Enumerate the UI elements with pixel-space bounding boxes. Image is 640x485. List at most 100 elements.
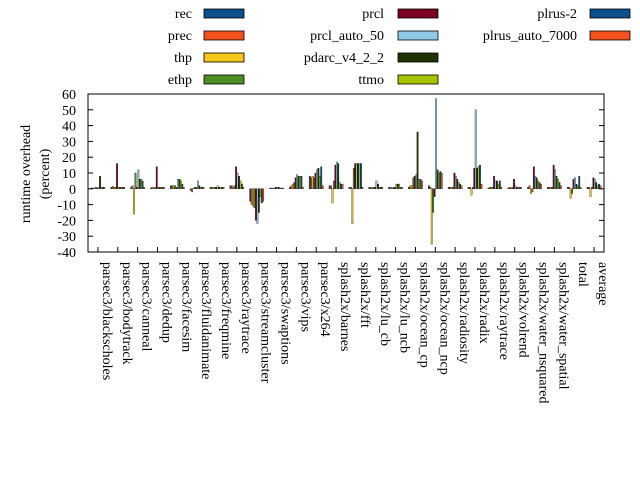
bar-rec (547, 187, 549, 189)
bar-ethp (194, 187, 196, 189)
bar-prcl (413, 176, 416, 189)
bar-pdarc_v4_2_2 (138, 179, 141, 189)
bar-plrus-2 (240, 183, 243, 189)
bar-plrus_auto_7000 (361, 187, 364, 189)
bar-prcl_auto_50 (97, 187, 100, 189)
bar-thp (411, 185, 413, 189)
bar-pdarc_v4_2_2 (396, 183, 399, 189)
bar-thp (470, 188, 473, 196)
y-axis-label-line: runtime overhead (19, 125, 34, 223)
legend-label: thp (174, 51, 192, 66)
bar-prec (588, 187, 590, 189)
bar-ethp (154, 187, 157, 189)
bar-rec (110, 187, 113, 189)
bar-prcl (235, 166, 237, 189)
bar-pdarc_v4_2_2 (595, 182, 598, 189)
bar-prcl (493, 176, 495, 189)
bar-thp (569, 188, 572, 199)
bar-prec (548, 187, 551, 189)
bar-plrus_auto_7000 (262, 188, 264, 202)
bar-plrus-2 (538, 182, 541, 189)
bar-thp (291, 183, 294, 189)
bar-prcl_auto_50 (335, 161, 338, 189)
bar-plrus-2 (102, 187, 104, 189)
bar-plrus_auto_7000 (480, 183, 483, 189)
bar-prcl_auto_50 (415, 174, 418, 189)
x-tick-label: parsec3/streamcluster (258, 262, 273, 384)
x-tick-label: parsec3/freqmine (218, 262, 233, 359)
bar-pdarc_v4_2_2 (158, 187, 161, 189)
bar-plrus_auto_7000 (421, 180, 423, 189)
bar-rec (209, 187, 212, 189)
y-tick-label: 40 (62, 120, 76, 135)
bar-ttmo (100, 187, 103, 189)
bar-plrus-2 (181, 183, 184, 189)
bar-prcl (96, 187, 99, 189)
bar-plrus_auto_7000 (579, 187, 582, 189)
bar-pdarc_v4_2_2 (515, 187, 518, 189)
legend-label: prec (168, 29, 192, 44)
legend-swatch-prec (203, 30, 245, 41)
legend-label: plrus-2 (537, 7, 577, 22)
bar-prcl (572, 179, 575, 189)
bar-prcl_auto_50 (316, 169, 318, 189)
bar-prec (191, 188, 194, 193)
bar-plrus-2 (598, 183, 600, 189)
legend-swatch-ethp (203, 74, 245, 85)
bar-pdarc_v4_2_2 (357, 163, 359, 189)
bar-ttmo (557, 179, 559, 189)
x-tick-label: splash2x/radiosity (456, 262, 471, 364)
bar-thp (510, 187, 512, 189)
bar-prec (171, 185, 174, 189)
legend-swatch-ttmo (397, 74, 439, 85)
x-tick-label: parsec3/raytrace (238, 262, 253, 354)
bar-thp (133, 188, 135, 215)
bar-pdarc_v4_2_2 (337, 163, 340, 189)
bar-rec (408, 187, 410, 189)
bar-pdarc_v4_2_2 (99, 176, 101, 189)
bar-ttmo (239, 180, 242, 189)
bar-prcl_auto_50 (256, 188, 259, 224)
bar-thp (490, 187, 493, 189)
bar-prcl (513, 179, 515, 189)
bar-prec (270, 187, 273, 189)
legend-label: ttmo (358, 73, 384, 88)
bar-prec (409, 185, 412, 189)
bar-prcl_auto_50 (514, 185, 517, 189)
bar-rec (348, 187, 351, 189)
bar-rec (507, 187, 510, 189)
bar-plrus-2 (320, 166, 323, 189)
x-tick-label: splash2x/lu_cb (377, 262, 392, 346)
bar-prcl_auto_50 (494, 180, 497, 189)
bar-prcl_auto_50 (276, 187, 279, 189)
bar-rec (308, 176, 311, 189)
bar-ethp (471, 187, 474, 189)
y-tick-label: 60 (62, 88, 76, 103)
bar-prec (449, 187, 452, 189)
legend-swatch-pdarc_v4_2_2 (397, 52, 439, 63)
bar-rec (447, 187, 450, 189)
legend-label: pdarc_v4_2_2 (304, 51, 384, 66)
bar-prec (131, 185, 134, 189)
x-tick-label: splash2x/ocean_cp (416, 262, 431, 368)
bar-thp (549, 187, 552, 189)
bar-plrus_auto_7000 (143, 187, 145, 189)
bar-rec (586, 187, 589, 189)
bar-plrus-2 (419, 179, 422, 189)
bar-prcl_auto_50 (593, 179, 596, 189)
bar-pdarc_v4_2_2 (297, 176, 300, 189)
bar-ttmo (160, 187, 162, 189)
bar-ethp (293, 182, 296, 189)
bar-ttmo (438, 172, 440, 189)
bar-rec (150, 187, 152, 189)
bar-prcl (155, 166, 158, 189)
bar-ethp (174, 185, 177, 189)
bar-prcl (215, 187, 218, 189)
bar-pdarc_v4_2_2 (535, 177, 538, 189)
bar-thp (272, 187, 274, 189)
bar-ethp (591, 187, 593, 189)
bar-plrus-2 (201, 187, 204, 189)
bar-thp (430, 188, 433, 245)
bar-plrus-2 (221, 187, 223, 189)
bar-ethp (511, 187, 514, 189)
